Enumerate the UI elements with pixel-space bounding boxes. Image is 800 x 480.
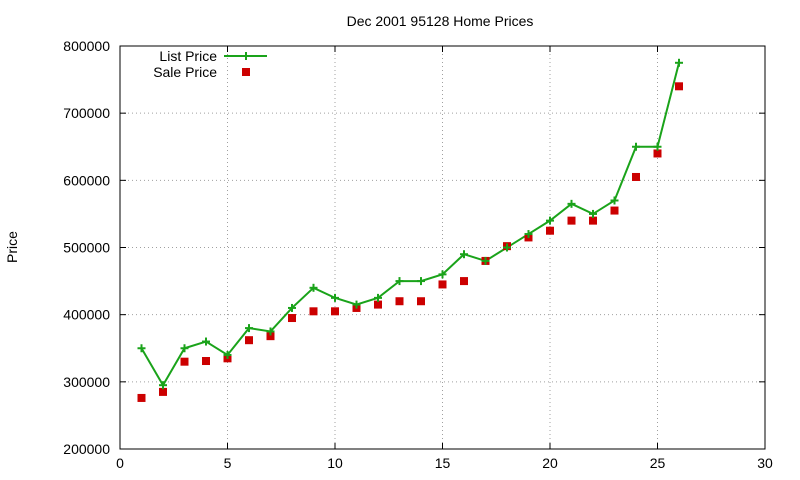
list-price-point xyxy=(159,381,167,390)
list-price-point xyxy=(653,142,662,151)
sale-price-point xyxy=(460,277,468,286)
legend-label-sale-price: Sale Price xyxy=(153,64,217,80)
sale-price-point xyxy=(180,357,189,366)
x-tick-label: 25 xyxy=(650,455,666,471)
sale-price-point xyxy=(675,82,683,91)
sale-price-point xyxy=(331,307,339,316)
sale-price-point xyxy=(567,216,576,225)
y-axis-label: Price xyxy=(4,231,20,263)
chart-title: Dec 2001 95128 Home Prices xyxy=(347,13,534,29)
sale-price-point xyxy=(653,149,662,158)
x-tick-label: 20 xyxy=(542,455,558,471)
y-tick-label: 800000 xyxy=(63,38,110,54)
list-price-point xyxy=(137,344,146,353)
legend-swatches xyxy=(224,52,267,76)
list-price-point xyxy=(288,303,296,312)
list-price-point xyxy=(417,277,425,286)
sale-price-point xyxy=(266,332,275,341)
y-tick-label: 400000 xyxy=(63,307,110,323)
sale-price-point xyxy=(438,280,447,289)
sale-price-point xyxy=(245,336,253,345)
series-line-list-price xyxy=(140,62,680,388)
list-price-point xyxy=(610,196,619,205)
legend-label-list-price: List Price xyxy=(159,48,217,64)
sale-price-point xyxy=(589,216,597,225)
list-price-point xyxy=(546,216,554,225)
list-price-point xyxy=(503,243,511,252)
legend-swatch-sale-price xyxy=(242,68,250,76)
legend-swatch-list-price xyxy=(224,52,267,60)
list-price-point xyxy=(331,293,339,302)
list-price-point xyxy=(395,277,404,286)
sale-price-point xyxy=(395,297,404,306)
list-price-point xyxy=(632,142,640,151)
sale-price-point xyxy=(417,297,425,306)
list-price-point xyxy=(223,350,232,359)
x-tick-labels: 0 5 10 15 20 25 30 xyxy=(116,455,773,471)
y-tick-label: 300000 xyxy=(63,374,110,390)
y-tick-label: 200000 xyxy=(63,441,110,457)
y-tick-label: 600000 xyxy=(63,172,110,188)
sale-price-point xyxy=(137,393,146,402)
list-price-point xyxy=(266,327,275,336)
sale-price-point xyxy=(159,387,167,396)
list-price-point xyxy=(202,337,210,346)
list-price-point xyxy=(524,230,533,239)
sale-price-point xyxy=(309,307,318,316)
x-tick-label: 15 xyxy=(435,455,451,471)
y-tick-label: 700000 xyxy=(63,105,110,121)
list-price-point xyxy=(460,250,468,259)
list-price-point xyxy=(245,324,253,333)
sale-price-point xyxy=(610,206,619,215)
sale-price-point xyxy=(288,314,296,323)
list-price-point xyxy=(675,58,683,67)
x-tick-label: 5 xyxy=(224,455,232,471)
list-price-point xyxy=(352,300,361,309)
axis-ticks xyxy=(119,45,766,450)
list-price-point xyxy=(567,199,576,208)
series-layer xyxy=(137,58,683,402)
list-price-point xyxy=(481,256,490,265)
x-tick-label: 30 xyxy=(757,455,773,471)
sale-price-point xyxy=(202,357,210,366)
list-price-point xyxy=(589,209,597,218)
list-price-point xyxy=(309,283,318,292)
sale-price-point xyxy=(546,226,554,235)
x-tick-label: 10 xyxy=(327,455,343,471)
y-tick-label: 500000 xyxy=(63,240,110,256)
sale-price-point xyxy=(632,172,640,181)
y-tick-labels: 200000 300000 400000 500000 600000 700000 8000… xyxy=(63,38,110,457)
list-price-point xyxy=(180,344,189,353)
list-price-point xyxy=(374,293,382,302)
sale-price-point xyxy=(374,300,382,309)
x-tick-label: 0 xyxy=(116,455,124,471)
list-price-point xyxy=(438,270,447,279)
legend: List Price Sale Price xyxy=(153,48,267,80)
